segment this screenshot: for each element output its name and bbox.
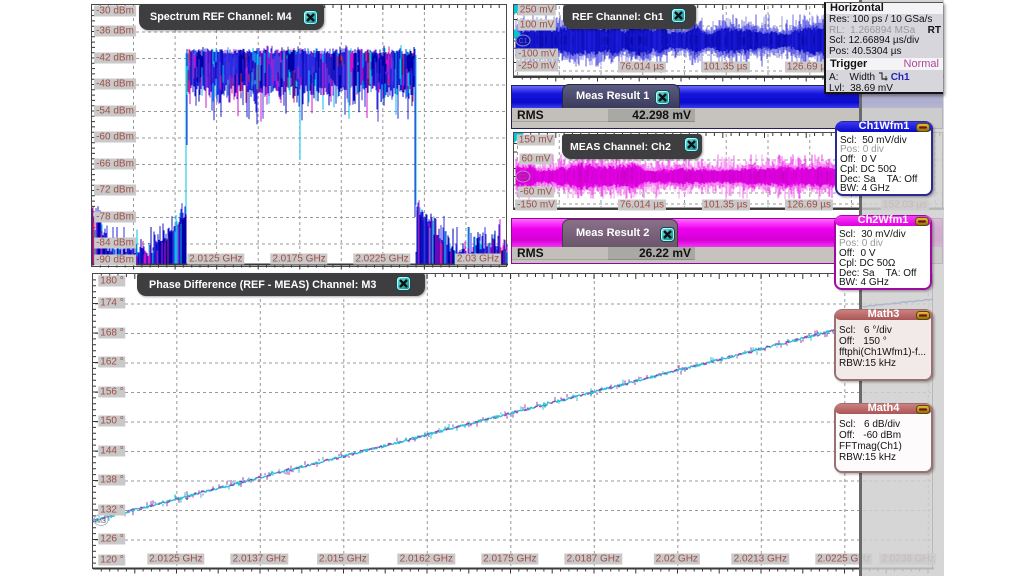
svg-text:M3: M3 [96, 518, 106, 525]
svg-text:C1: C1 [519, 38, 528, 45]
svg-text:C2: C2 [519, 174, 528, 181]
